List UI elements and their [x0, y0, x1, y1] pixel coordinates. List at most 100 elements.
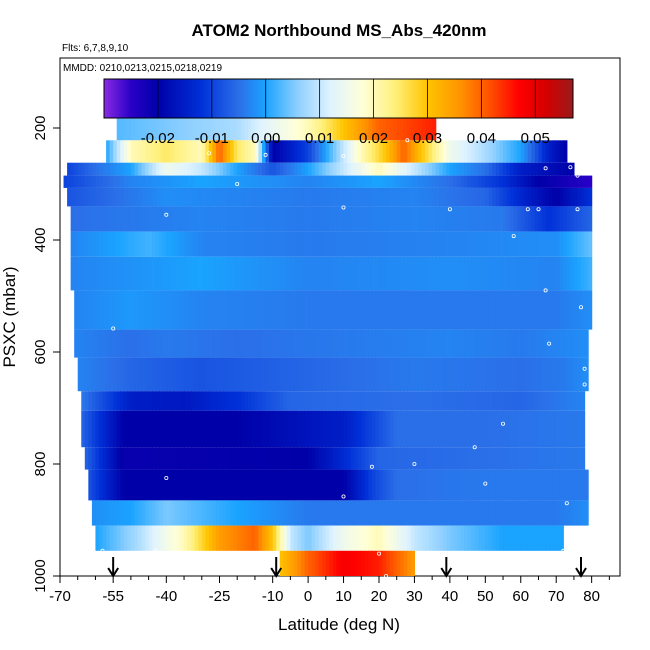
heatmap-cell	[389, 162, 394, 176]
heatmap-cell	[393, 162, 398, 176]
heatmap-cell	[513, 140, 518, 163]
heatmap-cell	[269, 469, 274, 501]
heatmap-cell	[503, 187, 508, 207]
heatmap-cell	[495, 469, 501, 501]
heatmap-cell	[364, 231, 369, 257]
heatmap-cell	[460, 447, 465, 470]
heatmap-cell	[205, 187, 210, 207]
heatmap-cell	[410, 187, 416, 207]
heatmap-cell	[517, 469, 522, 501]
heatmap-cell	[262, 410, 267, 448]
heatmap-cell	[205, 206, 210, 232]
heatmap-cell	[432, 447, 437, 470]
heatmap-cell	[432, 206, 437, 232]
heatmap-cell	[116, 290, 121, 330]
heatmap-cell	[421, 231, 426, 257]
heatmap-cell	[449, 175, 455, 188]
heatmap-cell	[534, 206, 540, 232]
heatmap-cell	[513, 469, 518, 501]
heatmap-cell	[212, 469, 217, 501]
heatmap-cell	[347, 500, 352, 526]
heatmap-cell	[485, 469, 490, 501]
heatmap-cell	[581, 329, 586, 358]
heatmap-cell	[201, 357, 206, 392]
heatmap-cell	[311, 256, 316, 291]
heatmap-cell	[552, 410, 557, 448]
heatmap-cell	[460, 500, 465, 526]
heatmap-cell	[460, 187, 465, 207]
heatmap-cell	[180, 187, 185, 207]
heatmap-cell	[499, 162, 504, 176]
heatmap-cell	[226, 231, 231, 257]
heatmap-cell	[559, 410, 564, 448]
heatmap-cell	[439, 162, 444, 176]
heatmap-cell	[382, 391, 387, 411]
heatmap-cell	[286, 175, 291, 188]
heatmap-cell	[318, 357, 323, 392]
heatmap-cell	[414, 525, 419, 551]
heatmap-cell	[293, 447, 299, 470]
heatmap-cell	[563, 140, 568, 163]
heatmap-cell	[343, 500, 348, 526]
heatmap-cell	[340, 410, 345, 448]
heatmap-cell	[74, 175, 79, 188]
heatmap-cell	[556, 391, 561, 411]
heatmap-cell	[510, 391, 515, 411]
heatmap-cell	[573, 391, 579, 411]
heatmap-cell	[251, 469, 256, 501]
heatmap-cell	[70, 256, 75, 291]
heatmap-cell	[240, 290, 245, 330]
heatmap-cell	[534, 410, 540, 448]
heatmap-cell	[527, 447, 532, 470]
heatmap-cell	[421, 111, 426, 141]
heatmap-cell	[301, 329, 306, 358]
heatmap-cell	[106, 187, 111, 207]
heatmap-cell	[304, 256, 309, 291]
heatmap-cell	[184, 187, 189, 207]
heatmap-cell	[212, 410, 217, 448]
heatmap-cell	[403, 525, 408, 551]
heatmap-cell	[283, 391, 288, 411]
heatmap-cell	[205, 500, 210, 526]
heatmap-cell	[439, 469, 444, 501]
heatmap-cell	[130, 500, 136, 526]
colorbar-tick-label: 0.00	[251, 130, 280, 147]
heatmap-cell	[375, 410, 380, 448]
heatmap-cell	[439, 525, 444, 551]
heatmap-cell	[364, 391, 369, 411]
heatmap-cell	[471, 525, 476, 551]
heatmap-cell	[251, 329, 256, 358]
colorbar-tick-label: -0.01	[195, 130, 229, 147]
heatmap-cell	[318, 550, 323, 576]
heatmap-cell	[588, 175, 593, 188]
heatmap-cell	[237, 329, 242, 358]
heatmap-cell	[442, 329, 447, 358]
heatmap-cell	[279, 550, 284, 576]
heatmap-cell	[237, 206, 242, 232]
heatmap-cell	[258, 187, 263, 207]
heatmap-cell	[400, 550, 405, 576]
heatmap-cell	[520, 162, 525, 176]
heatmap-cell	[95, 469, 100, 501]
heatmap-cell	[176, 231, 182, 257]
heatmap-cell	[464, 256, 469, 291]
heatmap-cell	[393, 111, 398, 141]
heatmap-cell	[403, 256, 408, 291]
heatmap-cell	[382, 140, 387, 163]
heatmap-cell	[499, 447, 504, 470]
heatmap-cell	[251, 206, 256, 232]
heatmap-cell	[584, 357, 589, 392]
heatmap-cell	[393, 357, 398, 392]
heatmap-cell	[396, 329, 401, 358]
heatmap-cell	[318, 329, 323, 358]
heatmap-cell	[432, 391, 437, 411]
heatmap-cell	[513, 500, 518, 526]
heatmap-cell	[510, 500, 515, 526]
heatmap-cell	[102, 329, 107, 358]
heatmap-cell	[566, 391, 571, 411]
heatmap-cell	[254, 162, 260, 176]
sample-point	[472, 445, 477, 450]
heatmap-cell	[194, 447, 199, 470]
heatmap-cell	[109, 357, 114, 392]
heatmap-cell	[400, 329, 405, 358]
